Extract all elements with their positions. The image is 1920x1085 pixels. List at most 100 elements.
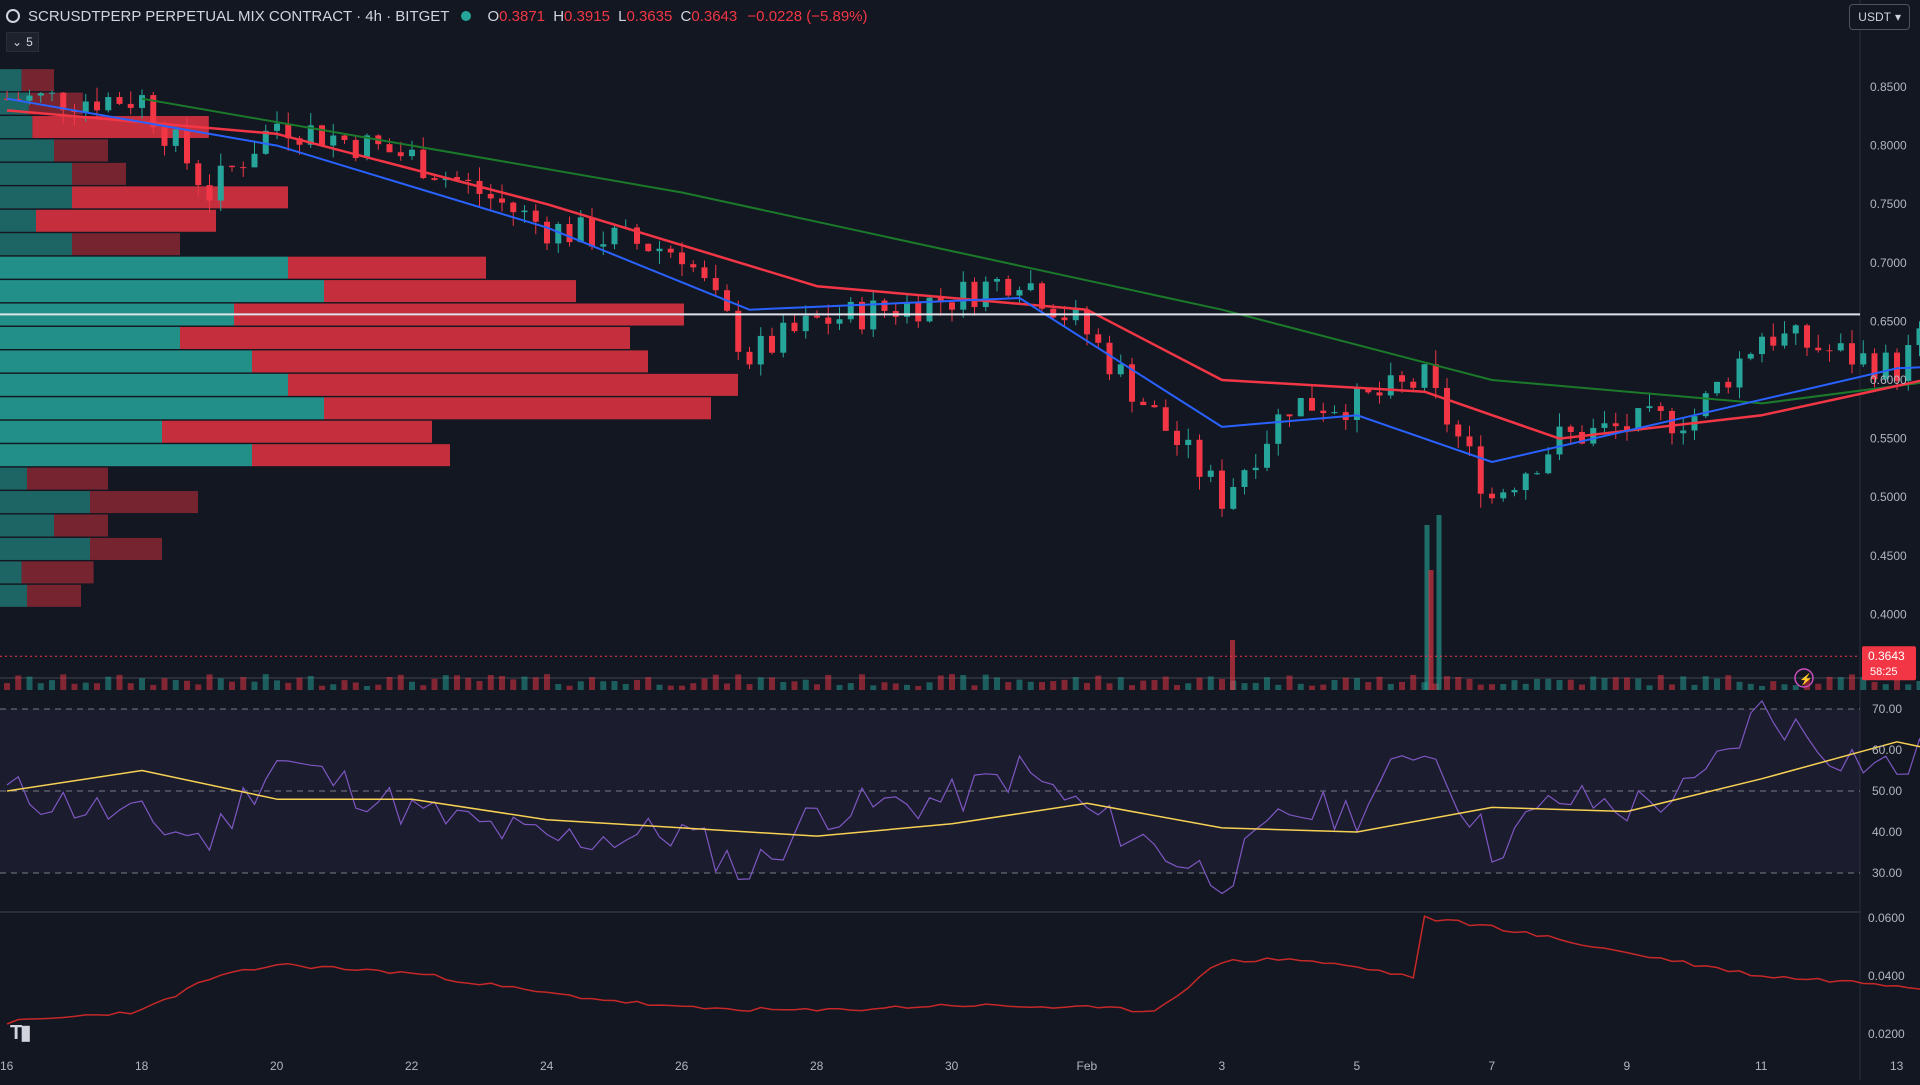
lightning-icon: ⚡ [1799, 673, 1813, 686]
volume-bar [1827, 677, 1833, 690]
candle-body [195, 163, 201, 185]
candle-body [780, 323, 786, 353]
volume-bar [1444, 676, 1450, 690]
candle-body [1399, 375, 1405, 381]
candle-body [533, 211, 539, 222]
candle-body [544, 222, 550, 244]
volume-profile-down-bar [288, 257, 486, 279]
volume-bar [1095, 676, 1101, 690]
volume-bar [1118, 677, 1124, 690]
time-tick-label: 3 [1219, 1059, 1226, 1073]
volume-bar [578, 681, 584, 690]
volume-bar [353, 682, 359, 690]
candle-body [1005, 279, 1011, 296]
volume-bar [4, 683, 10, 690]
volume-profile-up-bar [0, 561, 22, 583]
candle-body [1242, 470, 1248, 487]
volume-profile-down-bar [252, 444, 450, 466]
tradingview-logo-icon: T▮ [10, 1020, 29, 1045]
indicators-collapse-button[interactable]: ⌄ 5 [6, 32, 39, 52]
candle-body [972, 282, 978, 307]
volume-spike-bar [1230, 640, 1235, 690]
volume-bar [555, 684, 561, 690]
candle-body [1095, 334, 1101, 342]
rsi-tick-label: 30.00 [1872, 866, 1902, 880]
volume-bar [1635, 678, 1641, 690]
candle-body [117, 97, 123, 104]
candle-body [1838, 343, 1844, 350]
volume-bar [1770, 681, 1776, 690]
candle-body [702, 267, 708, 278]
volume-profile-down-bar [72, 163, 126, 185]
candle-body [1804, 325, 1810, 347]
time-tick-label: 28 [810, 1059, 824, 1073]
volume-bar [274, 680, 280, 690]
candle-body [1298, 398, 1304, 416]
candle-body [398, 152, 404, 156]
volume-bar [780, 682, 786, 690]
candle-body [589, 217, 595, 246]
candle-body [825, 318, 831, 324]
volume-bar [882, 682, 888, 690]
volume-bar [195, 684, 201, 690]
volume-bar [15, 675, 21, 690]
volume-bar [1467, 679, 1473, 690]
volume-bar [49, 680, 55, 690]
time-tick-label: 7 [1489, 1059, 1496, 1073]
candle-body [1422, 364, 1428, 388]
candle-body [207, 185, 213, 200]
volume-bar [398, 675, 404, 690]
candle-body [1107, 343, 1113, 375]
volume-bar [825, 675, 831, 690]
chevron-down-icon: ▾ [1895, 10, 1901, 24]
volume-bar [342, 680, 348, 690]
candle-body [105, 97, 111, 110]
volume-bar [1557, 680, 1563, 690]
symbol-header: SCRUSDTPERP PERPETUAL MIX CONTRACT · 4h … [6, 4, 868, 28]
volume-profile-up-bar [0, 491, 90, 513]
volume-profile-down-bar [72, 233, 180, 255]
candle-body [1320, 411, 1326, 413]
volume-bar [1579, 685, 1585, 690]
candle-body [330, 136, 336, 146]
time-tick-label: 20 [270, 1059, 284, 1073]
candle-body [1152, 405, 1158, 407]
volume-bar [488, 675, 494, 690]
volume-profile-down-bar [324, 280, 576, 302]
volume-bar [960, 675, 966, 690]
currency-label: USDT [1858, 10, 1891, 24]
candle-body [1287, 414, 1293, 416]
candle-body [803, 316, 809, 331]
candle-body [488, 194, 494, 198]
currency-select[interactable]: USDT ▾ [1849, 4, 1910, 30]
volume-bar [702, 678, 708, 690]
symbol-title[interactable]: SCRUSDTPERP PERPETUAL MIX CONTRACT · 4h … [28, 8, 449, 25]
volume-bar [544, 674, 550, 690]
volume-bar [972, 685, 978, 690]
candle-body [1680, 430, 1686, 433]
candle-body [94, 102, 100, 111]
volume-profile-up-bar [0, 444, 252, 466]
volume-bar [927, 682, 933, 690]
candle-body [522, 211, 528, 213]
volume-bar [589, 677, 595, 690]
candle-body [319, 125, 325, 145]
candle-body [994, 279, 1000, 282]
candle-body [1455, 425, 1461, 437]
volume-bar [668, 686, 674, 690]
volume-bar [1253, 683, 1259, 690]
volume-bar [735, 674, 741, 690]
candle-body [657, 249, 663, 251]
candle-body [218, 166, 224, 201]
volume-profile-up-bar [0, 585, 27, 607]
volume-bar [1782, 684, 1788, 690]
last-price-countdown: 58:25 [1870, 666, 1898, 678]
volume-profile-up-bar [0, 69, 22, 91]
volume-bar [1005, 682, 1011, 690]
candle-body [1759, 337, 1765, 354]
volume-profile-down-bar [90, 491, 198, 513]
vol-tick-label: 0.0600 [1868, 911, 1905, 925]
volume-bar [477, 681, 483, 690]
